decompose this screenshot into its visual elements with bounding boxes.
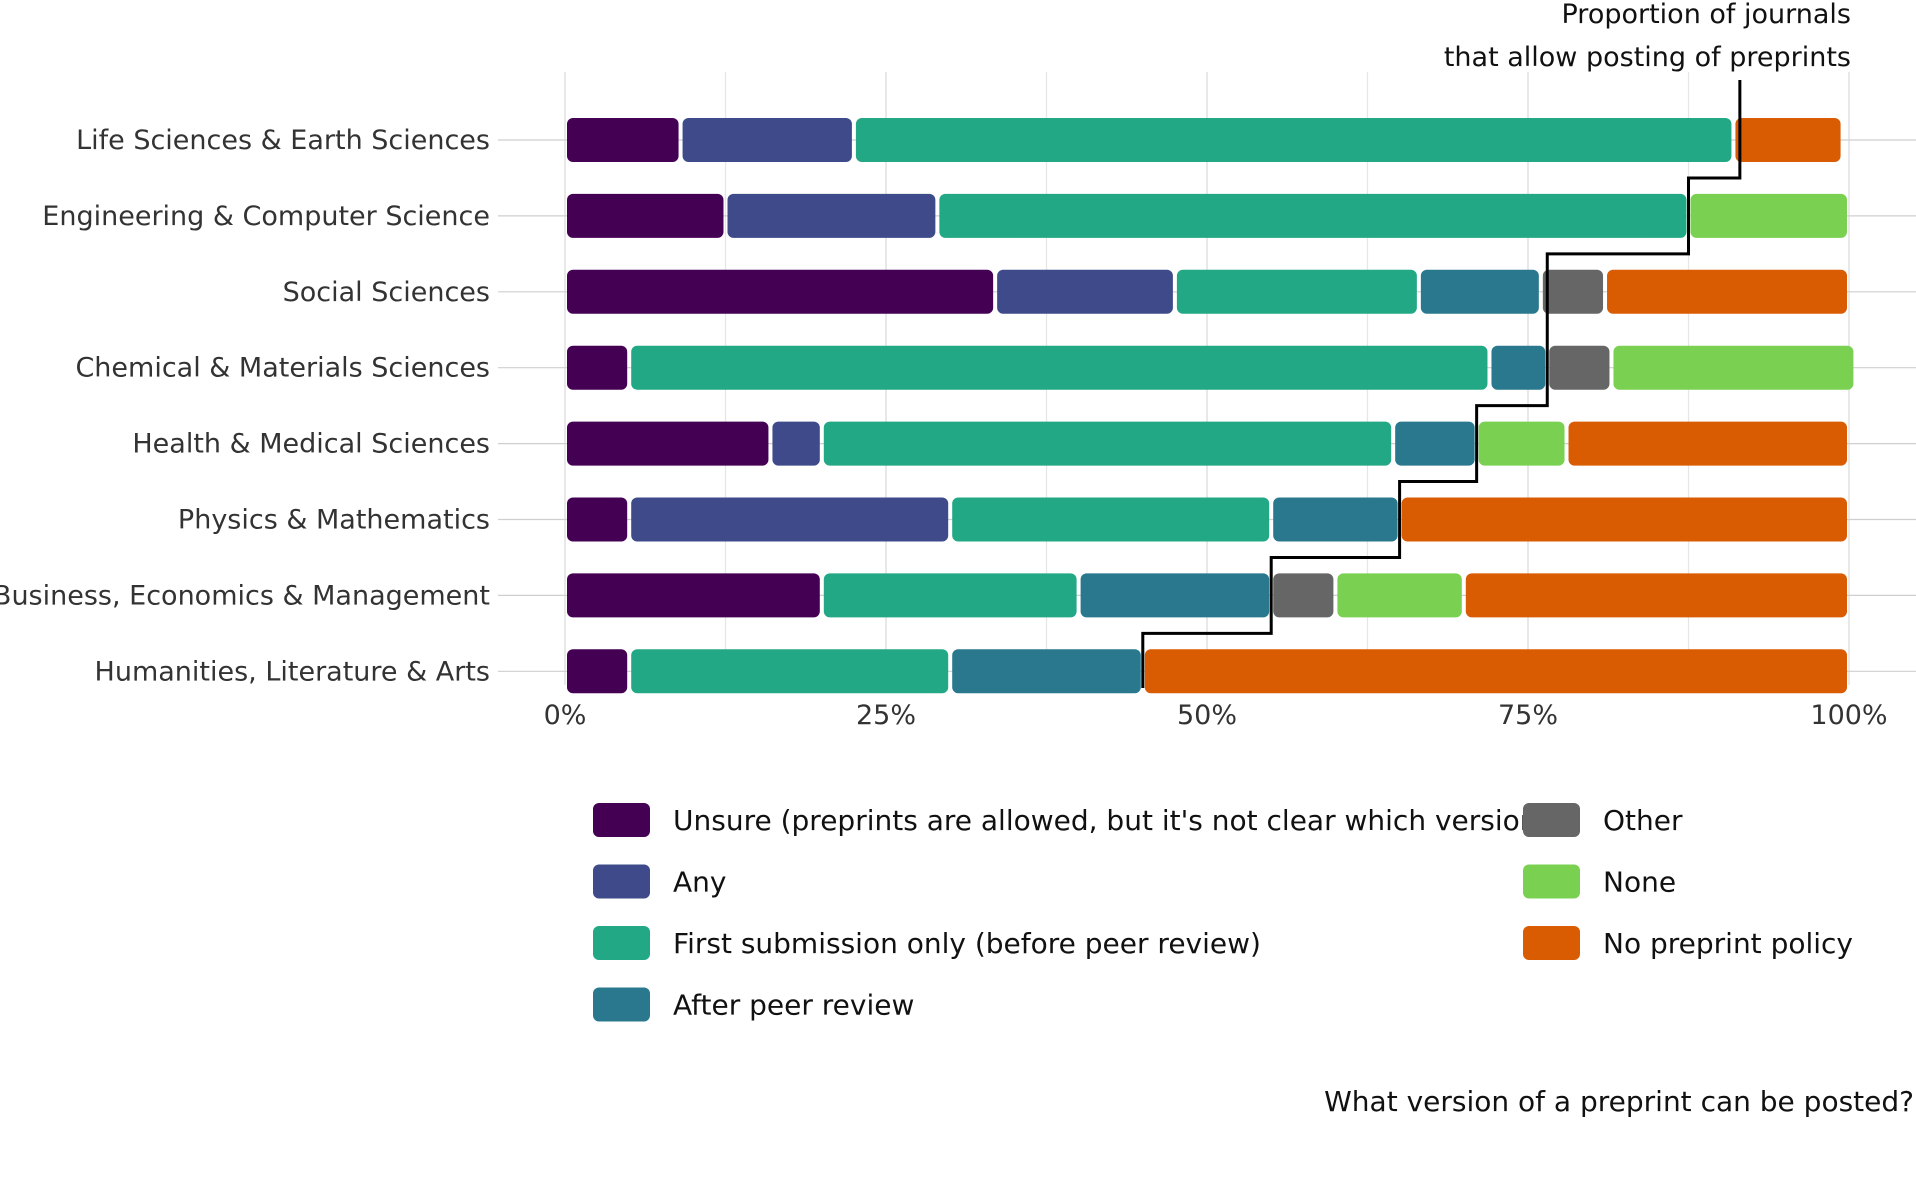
bar-segment: [1478, 421, 1565, 466]
step-line-group: Proportion of journals that allow posting…: [1141, 0, 1852, 688]
bar-segment: [1176, 269, 1417, 314]
category-label: Business, Economics & Management: [0, 580, 490, 611]
step-line-label: Proportion of journals: [1562, 0, 1852, 30]
bar-segment: [567, 573, 820, 618]
legend-label: First submission only (before peer revie…: [673, 927, 1261, 960]
bar-segment: [567, 118, 679, 162]
bar-segment: [823, 421, 1392, 466]
x-tick-label: 75%: [1498, 700, 1558, 731]
bar-segment: [567, 345, 628, 390]
bar-segment: [1273, 573, 1334, 618]
bar-segment: [1568, 421, 1847, 466]
bar-segment: [567, 193, 724, 238]
bar-segment: [567, 421, 769, 466]
legend-swatch: [1523, 926, 1580, 960]
bar-segment: [1144, 649, 1847, 694]
x-tick-label: 0%: [544, 700, 587, 731]
category-label: Chemical & Materials Sciences: [75, 353, 490, 384]
bar-segment: [1395, 421, 1475, 466]
category-label: Social Sciences: [283, 277, 490, 308]
bars: [567, 118, 1854, 694]
bar-segment: [772, 421, 820, 466]
bar-segment: [1420, 269, 1539, 314]
bar-segment: [1607, 269, 1847, 314]
bar-segment: [567, 649, 628, 694]
legend: Unsure (preprints are allowed, but it's …: [593, 803, 1853, 1022]
x-tick-label: 25%: [856, 700, 916, 731]
bar-segment: [1613, 345, 1854, 390]
bar-segment: [939, 193, 1687, 238]
bar-segment: [1080, 573, 1270, 618]
bar-segment: [1690, 193, 1847, 238]
legend-swatch: [593, 864, 650, 899]
legend-swatch: [1523, 864, 1580, 899]
category-label: Physics & Mathematics: [178, 505, 490, 536]
category-label: Health & Medical Sciences: [132, 429, 490, 460]
bar-segment: [1549, 345, 1610, 390]
bar-segment: [855, 118, 1732, 162]
legend-label: After peer review: [673, 989, 914, 1022]
step-line-label: that allow posting of preprints: [1444, 42, 1851, 73]
bar-segment: [1337, 573, 1462, 618]
bar-segment: [1491, 345, 1546, 390]
x-tick-label: 50%: [1177, 700, 1237, 731]
bar-segment: [631, 345, 1488, 390]
bar-segment: [1735, 118, 1841, 162]
bar-segment: [631, 497, 949, 542]
bar-segment: [1401, 497, 1847, 542]
legend-swatch: [593, 987, 650, 1022]
legend-swatch: [593, 926, 650, 960]
bar-segment: [997, 269, 1173, 314]
legend-swatch: [593, 803, 650, 837]
legend-label: None: [1603, 866, 1676, 899]
bar-segment: [952, 649, 1141, 694]
legend-label: Any: [673, 866, 726, 899]
bar-segment: [631, 649, 949, 694]
step-line: [1141, 80, 1742, 688]
bar-segment: [1465, 573, 1847, 618]
bar-segment: [567, 497, 628, 542]
bar-segment: [952, 497, 1270, 542]
legend-swatch: [1523, 803, 1580, 837]
bar-segment: [682, 118, 852, 162]
x-axis-title: What version of a preprint can be posted…: [1324, 1085, 1914, 1118]
legend-label: No preprint policy: [1603, 927, 1853, 960]
bar-segment: [1542, 269, 1604, 314]
legend-label: Unsure (preprints are allowed, but it's …: [673, 804, 1548, 837]
category-label: Humanities, Literature & Arts: [95, 656, 490, 687]
bar-segment: [567, 269, 994, 314]
x-tick-label: 100%: [1810, 700, 1887, 731]
axis-labels: Life Sciences & Earth Sciences Engineerin…: [0, 125, 1888, 731]
category-label: Life Sciences & Earth Sciences: [76, 125, 490, 156]
category-label: Engineering & Computer Science: [42, 201, 490, 232]
bar-segment: [1273, 497, 1398, 542]
bar-segment: [727, 193, 936, 238]
bar-segment: [823, 573, 1077, 618]
legend-label: Other: [1603, 804, 1683, 837]
